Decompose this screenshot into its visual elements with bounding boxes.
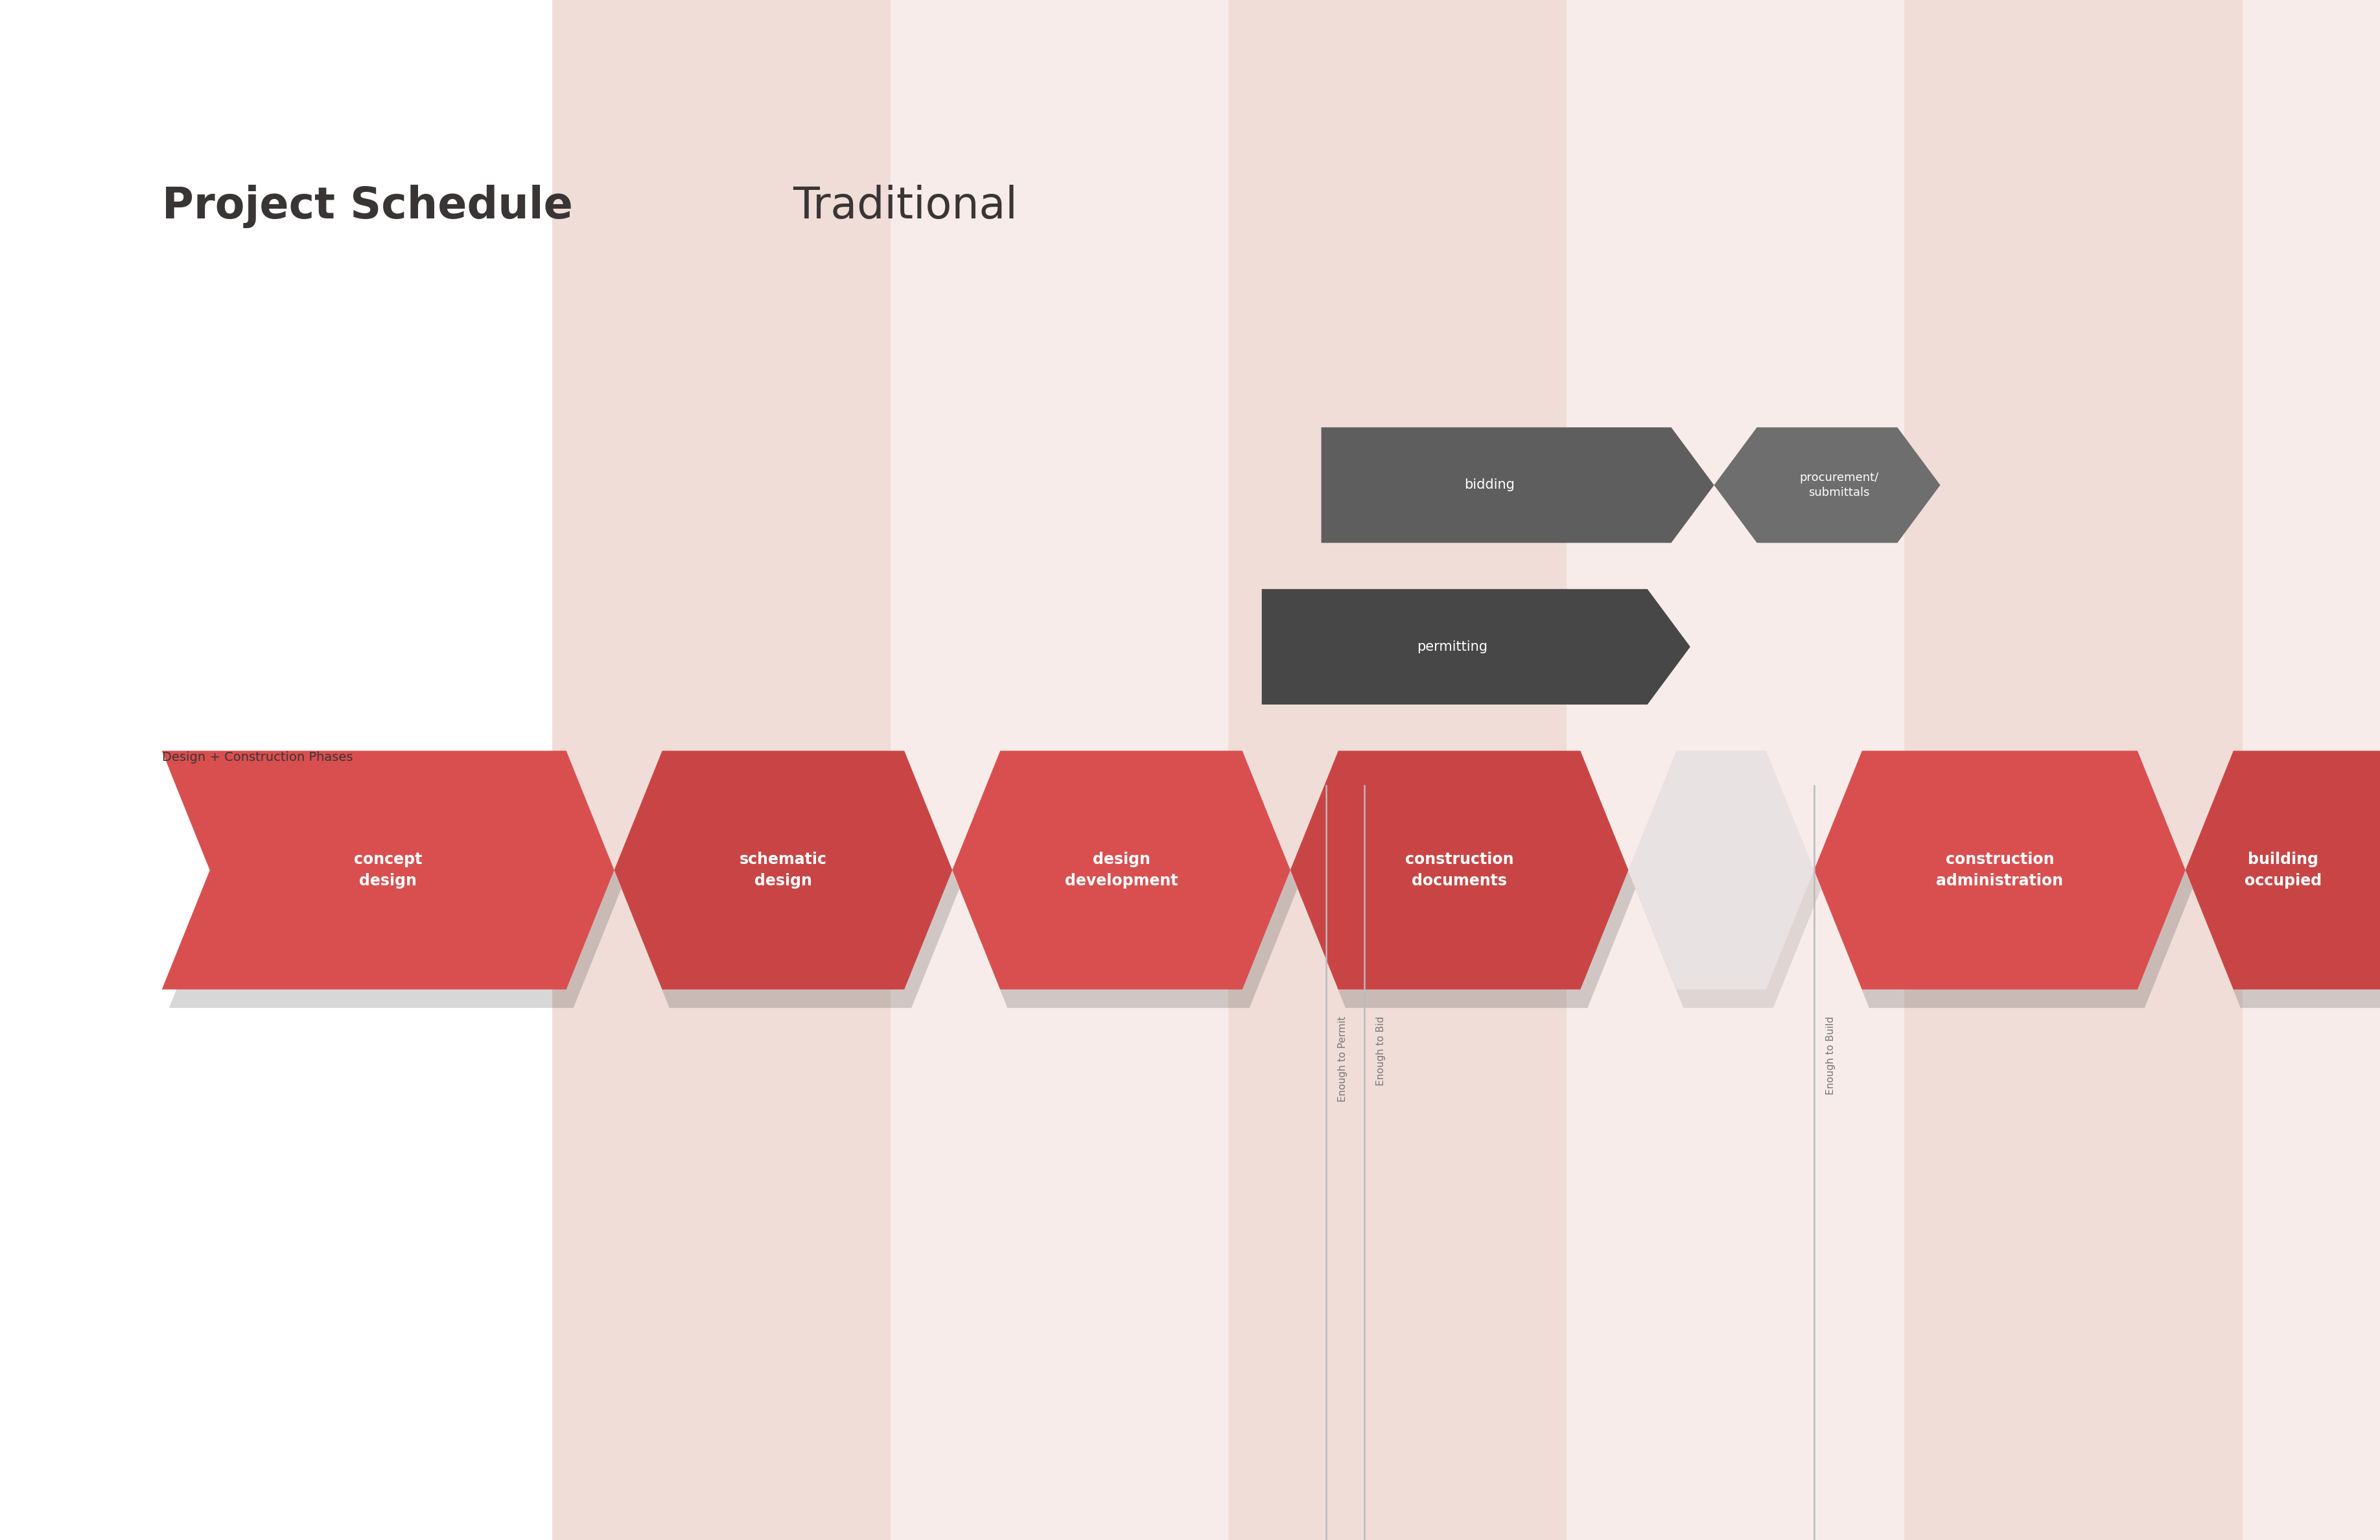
Text: Design + Construction Phases: Design + Construction Phases — [162, 752, 352, 764]
Text: Enough to Bid: Enough to Bid — [1376, 1016, 1385, 1086]
Polygon shape — [2185, 752, 2380, 990]
Text: schematic
design: schematic design — [740, 852, 826, 889]
Bar — [1904, 0, 2242, 1540]
Polygon shape — [1321, 427, 1714, 542]
Text: Project Schedule: Project Schedule — [162, 185, 588, 228]
Bar — [1566, 0, 1904, 1540]
Polygon shape — [2192, 770, 2380, 1009]
Bar — [552, 0, 890, 1540]
Polygon shape — [1635, 770, 1821, 1009]
Text: construction
administration: construction administration — [1935, 852, 2063, 889]
Bar — [1228, 0, 1566, 1540]
Text: design
development: design development — [1064, 852, 1178, 889]
Text: Enough to Build: Enough to Build — [1825, 1016, 1835, 1095]
Polygon shape — [1714, 427, 1940, 542]
Polygon shape — [162, 752, 614, 990]
Polygon shape — [169, 770, 621, 1009]
Polygon shape — [1297, 770, 1635, 1009]
Bar — [2242, 0, 2380, 1540]
Polygon shape — [1261, 590, 1690, 705]
Polygon shape — [959, 770, 1297, 1009]
Polygon shape — [1821, 770, 2192, 1009]
Text: permitting: permitting — [1416, 641, 1488, 653]
Polygon shape — [1290, 752, 1628, 990]
Text: procurement/
submittals: procurement/ submittals — [1799, 473, 1878, 497]
Text: concept
design: concept design — [355, 852, 421, 889]
Text: building
occupied: building occupied — [2244, 852, 2320, 889]
Polygon shape — [621, 770, 959, 1009]
Polygon shape — [614, 752, 952, 990]
Polygon shape — [952, 752, 1290, 990]
Text: Traditional: Traditional — [793, 185, 1016, 228]
Polygon shape — [1814, 752, 2185, 990]
Bar — [890, 0, 1228, 1540]
Polygon shape — [1628, 752, 1814, 990]
Text: bidding: bidding — [1464, 479, 1514, 491]
Text: construction
documents: construction documents — [1404, 852, 1514, 889]
Text: Enough to Permit: Enough to Permit — [1338, 1016, 1347, 1103]
